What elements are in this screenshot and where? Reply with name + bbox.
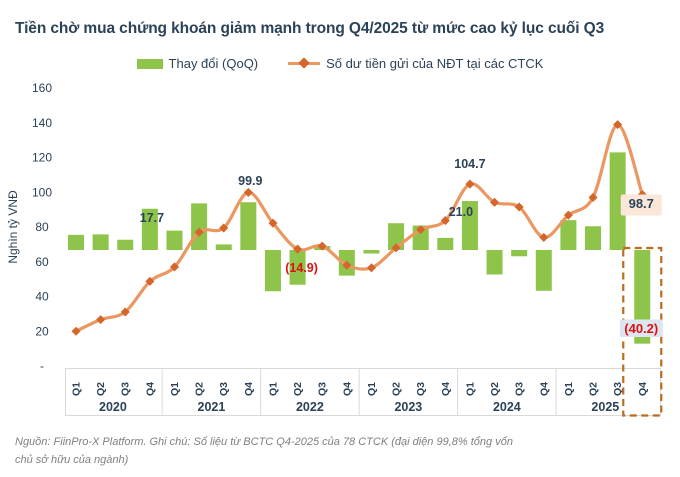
year-label: 2025	[591, 400, 619, 414]
quarter-label: Q1	[366, 382, 378, 396]
qoq-bar	[92, 234, 109, 250]
qoq-bar	[560, 220, 577, 250]
quarter-label: Q1	[71, 382, 83, 396]
qoq-bar	[511, 250, 528, 257]
qoq-bar	[363, 250, 380, 254]
y-tick-label: 20	[35, 324, 49, 338]
qoq-bar	[585, 226, 602, 250]
quarter-label: Q1	[169, 382, 181, 396]
legend-bars-label: Thay đổi (QoQ)	[168, 56, 259, 71]
source-note: Nguồn: FiinPro-X Platform. Ghi chú: Số l…	[15, 436, 513, 466]
year-label: 2023	[394, 400, 422, 414]
data-label: 17.7	[140, 211, 164, 225]
qoq-bar	[461, 201, 478, 250]
y-tick-label: 40	[35, 290, 49, 304]
quarter-label: Q4	[637, 382, 649, 396]
y-tick-label: 80	[35, 220, 49, 234]
y-tick-label: 140	[32, 116, 52, 130]
year-label: 2022	[296, 400, 324, 414]
data-label: 98.7	[629, 196, 654, 211]
annotation-box	[619, 319, 663, 337]
legend-line-label: Số dư tiền gửi của NĐT tại các CTCK	[326, 56, 544, 71]
qoq-bar	[141, 208, 158, 250]
annotation-box	[620, 194, 662, 216]
quarter-label: Q2	[95, 382, 107, 396]
quarter-label: Q2	[489, 382, 501, 396]
y-tick-label: 160	[32, 81, 52, 95]
data-label: 99.9	[238, 174, 262, 188]
line-marker	[194, 227, 204, 237]
quarter-label: Q2	[292, 382, 304, 396]
quarter-label: Q1	[563, 382, 575, 396]
qoq-bar	[486, 250, 503, 275]
quarter-label: Q4	[538, 382, 550, 396]
quarter-label: Q3	[612, 382, 624, 396]
qoq-bar	[264, 250, 281, 292]
line-swatch-icon	[288, 57, 321, 69]
data-label: (40.2)	[624, 321, 658, 336]
qoq-bar	[289, 250, 306, 285]
quarter-label: Q4	[243, 382, 255, 396]
year-label: 2020	[99, 400, 127, 414]
quarter-label: Q1	[267, 382, 279, 396]
quarter-label: Q3	[415, 382, 427, 396]
line-marker	[219, 223, 229, 233]
qoq-bar	[609, 152, 626, 250]
qoq-bar	[166, 230, 183, 250]
qoq-bar	[68, 234, 84, 250]
qoq-bar	[240, 202, 257, 250]
y-tick-label: 100	[32, 185, 52, 199]
x-axis-box	[65, 368, 661, 416]
deposit-line	[74, 123, 644, 333]
line-marker	[96, 315, 106, 325]
data-label: (14.9)	[285, 261, 318, 275]
legend-item-bars: Thay đổi (QoQ)	[136, 56, 259, 71]
y-tick-label: 120	[32, 151, 52, 165]
quarter-label: Q4	[341, 382, 353, 396]
qoq-bar	[535, 250, 552, 291]
quarter-label: Q3	[514, 382, 526, 396]
bar-swatch-icon	[136, 58, 163, 69]
y-tick-label: -	[40, 359, 44, 373]
quarter-label: Q2	[194, 382, 206, 396]
quarter-label: Q3	[317, 382, 329, 396]
quarter-label: Q4	[144, 382, 156, 396]
quarter-label: Q3	[120, 382, 132, 396]
y-axis-title: Nghìn tỷ VNĐ	[6, 190, 20, 264]
qoq-bar	[215, 244, 232, 250]
data-label: 21.0	[449, 205, 473, 219]
quarter-label: Q4	[440, 382, 452, 396]
legend: Thay đổi (QoQ) Số dư tiền gửi của NĐT tạ…	[0, 56, 680, 71]
legend-item-line: Số dư tiền gửi của NĐT tại các CTCK	[288, 56, 543, 71]
line-marker	[243, 187, 253, 197]
quarter-label: Q2	[588, 382, 600, 396]
quarter-label: Q3	[218, 382, 230, 396]
year-label: 2024	[493, 400, 521, 414]
chart-title: Tiền chờ mua chứng khoán giảm mạnh trong…	[15, 20, 605, 37]
y-tick-label: 60	[35, 255, 49, 269]
data-label: 104.7	[454, 157, 485, 171]
quarter-label: Q1	[464, 382, 476, 396]
qoq-bar	[117, 239, 134, 250]
year-label: 2021	[198, 400, 226, 414]
qoq-bar	[191, 203, 208, 250]
qoq-bar	[437, 237, 454, 250]
quarter-label: Q2	[391, 382, 403, 396]
